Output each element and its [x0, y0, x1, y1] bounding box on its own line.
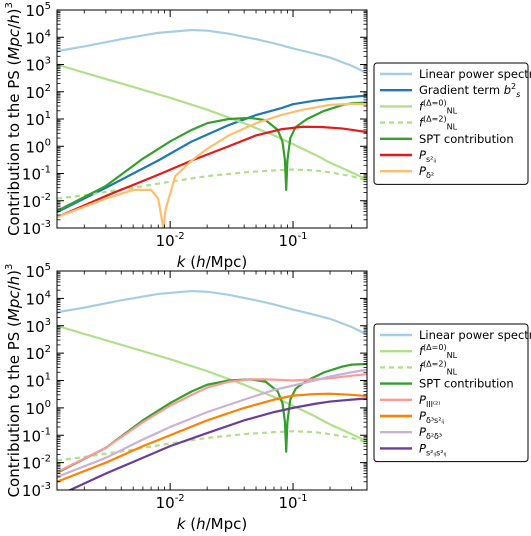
y-tick-label: 101 — [26, 372, 51, 391]
y-tick-label: 10-2 — [22, 454, 51, 473]
series-line-5 — [57, 101, 367, 212]
y-tick-label: 101 — [26, 110, 51, 129]
x-axis-label: k (h/Mpc) — [177, 253, 247, 271]
y-tick-label: 103 — [26, 56, 51, 75]
x-tick-label: 10-2 — [156, 231, 185, 250]
x-tick-label: 10-1 — [278, 231, 307, 250]
y-tick-label: 103 — [26, 317, 51, 336]
series-line-1 — [57, 28, 367, 75]
legend-label: Gradient term b2s — [419, 82, 520, 99]
legend-label: Pδ³s²ᵢⱼ — [419, 409, 444, 425]
y-tick-label: 10-2 — [22, 192, 51, 211]
legend: Linear power spectrumGradient term b2sf(… — [373, 62, 531, 185]
legend: Linear power spectrumf(Δ=0)NLf(Δ=2)NLSPT… — [373, 323, 531, 463]
series-line-3 — [57, 63, 367, 181]
y-tick-label: 100 — [26, 399, 51, 418]
y-tick-label: 102 — [26, 83, 51, 102]
legend-label: SPT contribution — [419, 377, 514, 391]
legend-label: SPT contribution — [419, 132, 514, 146]
y-tick-label: 105 — [26, 1, 51, 20]
series-line-6 — [57, 125, 367, 219]
series-line-1 — [57, 289, 367, 336]
legend-label: PIII⁽²⁾ — [419, 393, 440, 409]
x-tick-label: 10-2 — [156, 493, 185, 512]
legend-label: Pδ² — [419, 164, 434, 180]
series-line-4 — [57, 168, 367, 200]
legend-box — [373, 62, 529, 185]
x-axis-label: k (h/Mpc) — [177, 515, 247, 532]
series-line-2 — [57, 324, 367, 443]
x-tick-label: 10-1 — [278, 493, 307, 512]
y-tick-label: 104 — [26, 28, 51, 47]
series-line-5 — [57, 373, 367, 474]
y-tick-label: 100 — [26, 137, 51, 156]
chart-panel-2: 10-3 10-2 10-1 100 101 102 103 104 105 10-2 10-1 k … — [4, 262, 531, 533]
series-line-8 — [67, 397, 367, 490]
y-tick-label: 10-1 — [22, 165, 51, 184]
legend-label: Linear power spectrum — [419, 328, 531, 342]
series-line-7 — [57, 102, 367, 228]
legend-label: f(Δ=2)NL — [419, 115, 458, 132]
legend-label: Pδ²δ³ — [419, 425, 442, 441]
legend-box — [373, 323, 529, 463]
series-line-2 — [57, 94, 367, 214]
y-axis-label: Contribution to the PS (Mpc/h)3 — [4, 264, 23, 498]
series-group — [57, 289, 367, 490]
y-tick-label: 102 — [26, 344, 51, 363]
y-tick-label: 105 — [26, 262, 51, 281]
legend-label: Ps²ᵢⱼs²ᵢⱼ — [419, 441, 446, 457]
legend-label: Ps²ᵢⱼ — [419, 148, 436, 164]
y-tick-label: 10-1 — [22, 426, 51, 445]
y-tick-label: 104 — [26, 289, 51, 308]
legend-label: f(Δ=0)NL — [419, 98, 458, 115]
series-group — [57, 28, 367, 228]
series-line-4 — [57, 362, 367, 474]
legend-label: f(Δ=2)NL — [419, 359, 458, 376]
y-axis-label: Contribution to the PS (Mpc/h)3 — [4, 2, 23, 236]
series-line-6 — [57, 392, 367, 483]
chart-panel-1: 10-3 10-2 10-1 100 101 102 103 104 105 10-2 10-1 k … — [4, 1, 531, 271]
y-tick-label: 10-3 — [22, 481, 51, 500]
legend-label: f(Δ=0)NL — [419, 343, 458, 360]
series-line-3 — [57, 430, 367, 462]
legend-label: Linear power spectrum — [419, 67, 531, 81]
series-line-7 — [57, 368, 367, 478]
y-tick-label: 10-3 — [22, 219, 51, 238]
